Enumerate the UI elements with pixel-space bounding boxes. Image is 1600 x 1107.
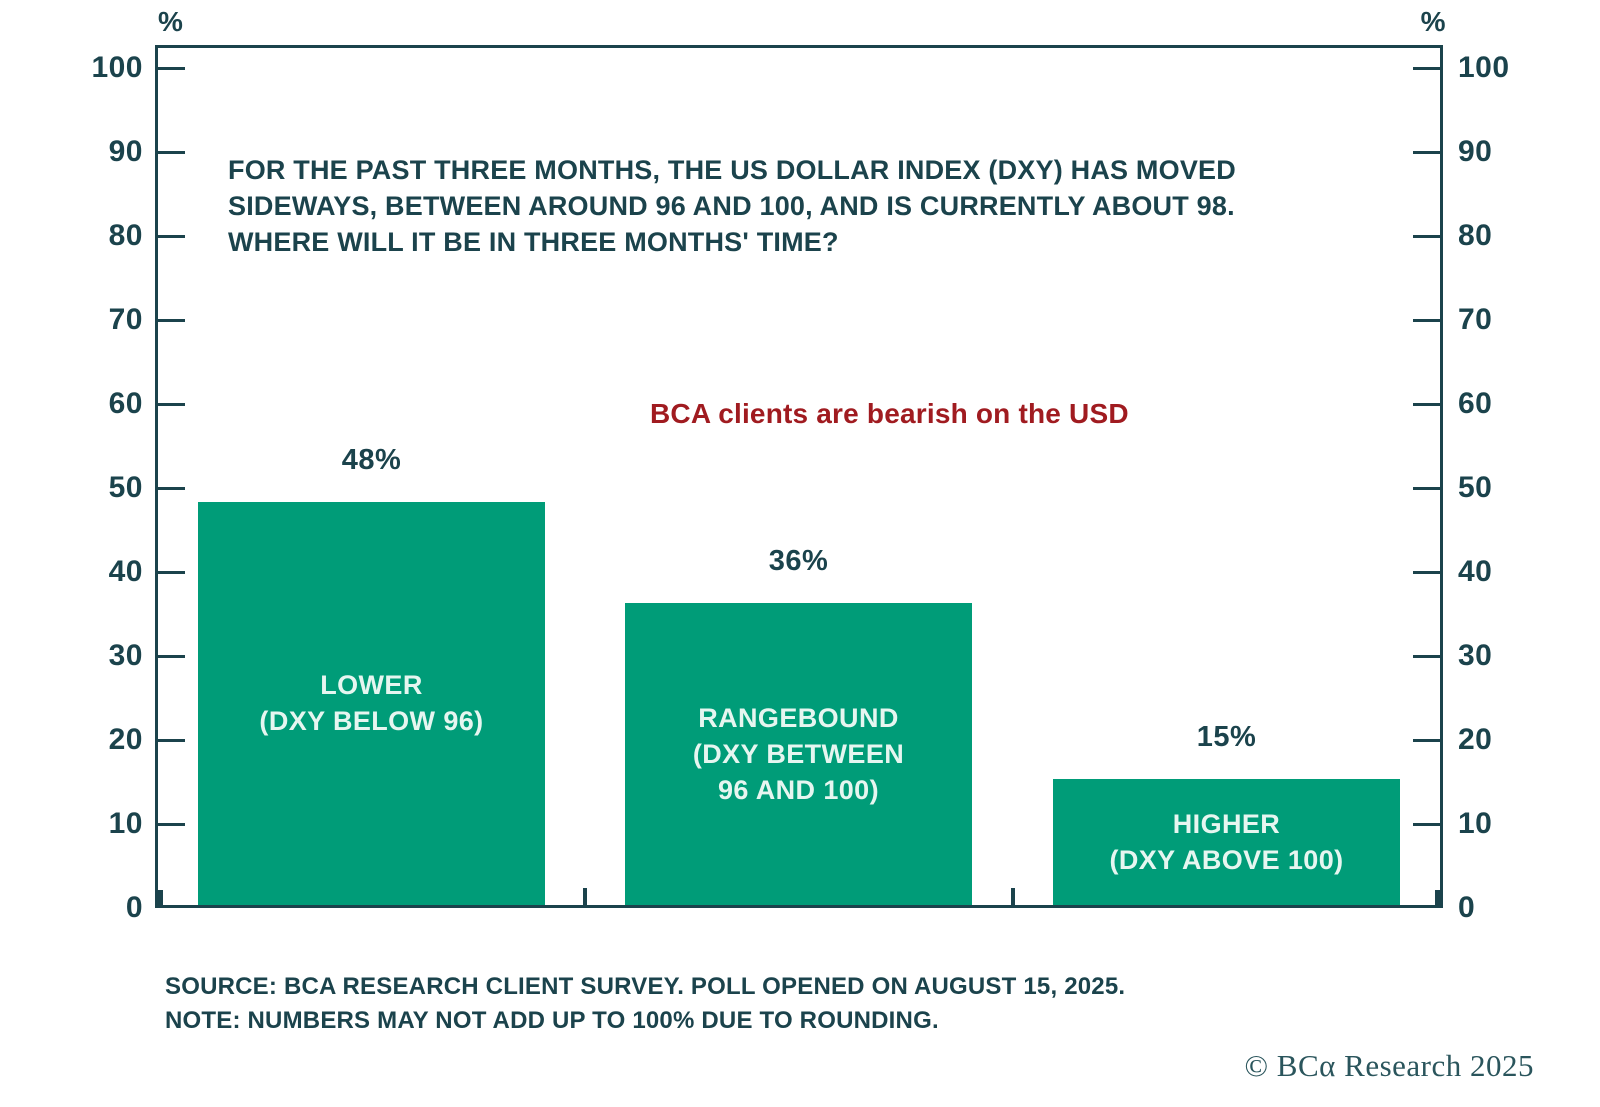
y-label-left-50: 50 [108, 471, 143, 504]
y-label-left-70: 70 [108, 303, 143, 336]
chart-question-line-3: WHERE WILL IT BE IN THREE MONTHS' TIME? [228, 227, 839, 257]
y-tick-left-10 [158, 822, 185, 826]
bar-category-label: LOWER (DXY BELOW 96) [259, 667, 483, 739]
y-label-left-40: 40 [108, 555, 143, 588]
y-tick-left-60 [158, 402, 185, 406]
y-tick-left-40 [158, 570, 185, 574]
y-tick-left-30 [158, 654, 185, 658]
bar-rangebound: RANGEBOUND (DXY BETWEEN 96 AND 100) [625, 602, 972, 905]
y-tick-right-20 [1413, 738, 1440, 742]
y-tick-left-50 [158, 486, 185, 490]
y-tick-right-50 [1413, 486, 1440, 490]
y-label-right-10: 10 [1458, 807, 1493, 840]
bar-category-label: RANGEBOUND (DXY BETWEEN 96 AND 100) [693, 700, 904, 808]
bar-category-label-line: (DXY BELOW 96) [259, 706, 484, 737]
x-axis-left-end-tick [158, 890, 163, 908]
y-label-left-60: 60 [108, 387, 143, 420]
y-tick-left-100 [158, 66, 185, 70]
y-tick-right-90 [1413, 150, 1440, 154]
source-note: SOURCE: BCA RESEARCH CLIENT SURVEY. POLL… [165, 970, 1125, 1038]
y-label-right-40: 40 [1458, 555, 1493, 588]
copyright-text: © BCα Research 2025 [1244, 1048, 1534, 1083]
y-tick-right-80 [1413, 234, 1440, 238]
y-label-left-30: 30 [108, 639, 143, 672]
y-label-right-20: 20 [1458, 723, 1493, 756]
bar-higher: HIGHER (DXY ABOVE 100) [1053, 779, 1400, 905]
bar-category-label-line: LOWER [320, 670, 423, 701]
y-label-left-10: 10 [108, 807, 143, 840]
y-axis-unit-right: % [1420, 6, 1446, 37]
y-label-right-70: 70 [1458, 303, 1493, 336]
y-label-right-50: 50 [1458, 471, 1493, 504]
y-label-right-60: 60 [1458, 387, 1493, 420]
y-tick-left-70 [158, 318, 185, 322]
x-tick-2 [1011, 888, 1015, 908]
y-tick-right-70 [1413, 318, 1440, 322]
bar-category-label: HIGHER (DXY ABOVE 100) [1109, 806, 1343, 878]
bar-lower: LOWER (DXY BELOW 96) [198, 501, 545, 905]
y-tick-right-60 [1413, 402, 1440, 406]
x-axis-right-end-tick [1435, 890, 1440, 908]
y-tick-left-80 [158, 234, 185, 238]
y-tick-right-100 [1413, 66, 1440, 70]
y-label-left-20: 20 [108, 723, 143, 756]
y-label-right-0: 0 [1458, 891, 1476, 924]
y-label-left-0: 0 [125, 891, 143, 924]
y-label-right-30: 30 [1458, 639, 1493, 672]
x-tick-1 [583, 888, 587, 908]
y-tick-left-90 [158, 150, 185, 154]
y-label-right-80: 80 [1458, 219, 1493, 252]
y-tick-left-20 [158, 738, 185, 742]
chart-question-line-1: FOR THE PAST THREE MONTHS, THE US DOLLAR… [228, 155, 1236, 185]
y-tick-right-10 [1413, 822, 1440, 826]
y-label-right-100: 100 [1458, 51, 1510, 84]
y-label-left-90: 90 [108, 135, 143, 168]
y-tick-right-40 [1413, 570, 1440, 574]
bar-category-label-line: HIGHER [1172, 809, 1281, 839]
y-label-left-100: 100 [91, 51, 143, 84]
bar-category-label-line: 96 AND 100) [718, 774, 879, 805]
note-line: NOTE: NUMBERS MAY NOT ADD UP TO 100% DUE… [165, 1007, 939, 1034]
bar-value-label: 15% [1196, 721, 1257, 753]
bar-value-label: 48% [341, 443, 402, 476]
bar-value-label: 36% [768, 544, 829, 577]
chart-question-line-2: SIDEWAYS, BETWEEN AROUND 96 AND 100, AND… [228, 191, 1235, 221]
plot-area [155, 45, 1443, 908]
bar-category-label-line: RANGEBOUND [698, 702, 899, 733]
source-line: SOURCE: BCA RESEARCH CLIENT SURVEY. POLL… [165, 973, 1126, 1000]
bar-category-label-line: (DXY ABOVE 100) [1109, 845, 1344, 875]
annotation-text: BCA clients are bearish on the USD [650, 398, 1129, 429]
y-label-right-90: 90 [1458, 135, 1493, 168]
chart-question-title: FOR THE PAST THREE MONTHS, THE US DOLLAR… [228, 152, 1348, 260]
bar-category-label-line: (DXY BETWEEN [692, 738, 905, 769]
y-tick-right-30 [1413, 654, 1440, 658]
y-label-left-80: 80 [108, 219, 143, 252]
y-axis-unit-left: % [158, 6, 184, 37]
